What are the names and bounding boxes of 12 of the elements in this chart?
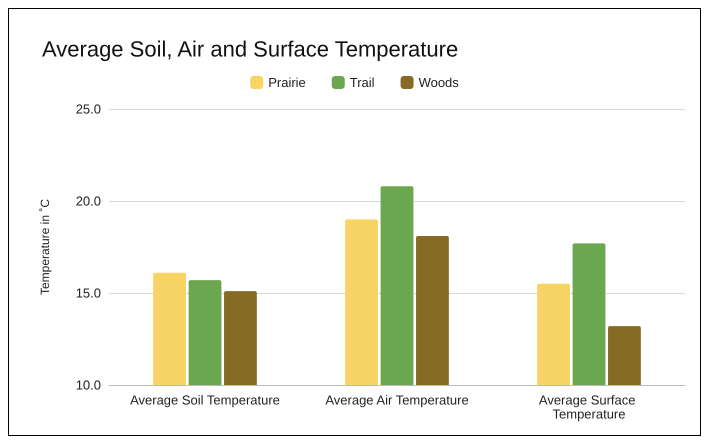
legend-label: Woods <box>418 75 460 90</box>
y-tick-label: 10.0 <box>76 378 101 392</box>
legend-label: Trail <box>350 75 375 90</box>
y-tick-label: 25.0 <box>76 102 101 116</box>
chart-title: Average Soil, Air and Surface Temperature <box>42 36 458 62</box>
x-tick-label: Average Air Temperature <box>325 392 469 408</box>
x-tick-label: Average Soil Temperature <box>130 392 280 408</box>
y-axis-title: Temperature in ˚C <box>38 198 52 296</box>
y-tick-label: 15.0 <box>76 286 101 300</box>
legend-label: Prairie <box>268 75 306 90</box>
y-tick-label: 20.0 <box>76 194 101 208</box>
x-tick-label: Average Surface Temperature <box>538 392 640 422</box>
